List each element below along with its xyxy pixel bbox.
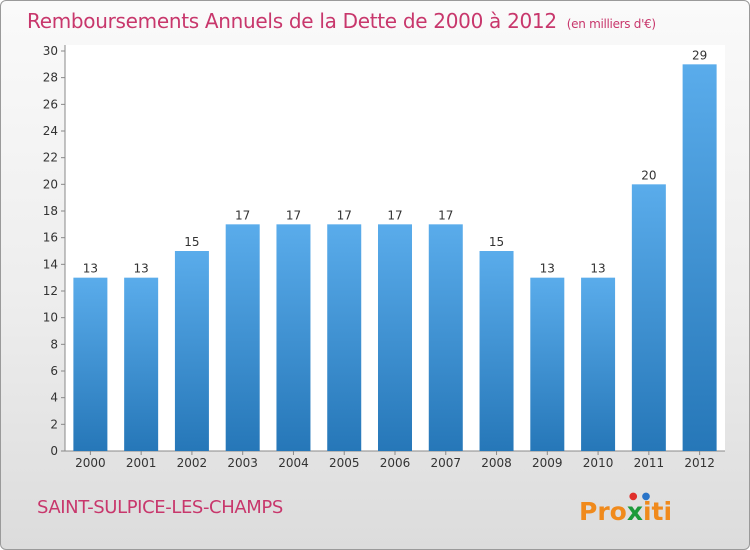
x-tick-label: 2011 xyxy=(634,456,665,470)
bar-value-label: 17 xyxy=(387,208,402,222)
bar-value-label: 13 xyxy=(540,262,555,276)
bar xyxy=(124,277,159,451)
y-tick-label: 28 xyxy=(43,71,58,85)
bar-value-label: 13 xyxy=(134,262,149,276)
y-tick-label: 6 xyxy=(50,364,58,378)
y-tick-label: 30 xyxy=(43,44,58,58)
x-tick-label: 2006 xyxy=(380,456,411,470)
x-tick-label: 2007 xyxy=(430,456,461,470)
y-tick-label: 0 xyxy=(50,444,58,458)
bar xyxy=(276,224,311,451)
bar xyxy=(73,277,108,451)
y-tick-label: 20 xyxy=(43,177,58,191)
y-tick-label: 14 xyxy=(43,257,58,271)
x-tick-label: 2004 xyxy=(278,456,309,470)
title-text: Remboursements Annuels de la Dette de 20… xyxy=(27,9,557,33)
x-tick-label: 2002 xyxy=(177,456,208,470)
y-tick-label: 24 xyxy=(43,124,58,138)
bar-value-label: 15 xyxy=(489,235,504,249)
chart-subtitle: (en milliers d'€) xyxy=(566,17,656,31)
commune-name: SAINT-SULPICE-LES-CHAMPS xyxy=(37,497,283,518)
x-tick-label: 2005 xyxy=(329,456,360,470)
bar-value-label: 17 xyxy=(286,208,301,222)
logo-text-end: iti xyxy=(642,497,673,526)
y-tick-label: 22 xyxy=(43,151,58,165)
y-tick-label: 4 xyxy=(50,391,58,405)
x-tick-label: 2003 xyxy=(227,456,258,470)
bar-value-label: 13 xyxy=(83,262,98,276)
y-tick-label: 18 xyxy=(43,204,58,218)
bar xyxy=(225,224,260,451)
x-tick-label: 2008 xyxy=(481,456,512,470)
bar-value-label: 13 xyxy=(590,262,605,276)
bar xyxy=(428,224,463,451)
bar xyxy=(327,224,362,451)
proxiti-logo: Pro x ●● iti xyxy=(579,490,694,526)
y-tick-label: 16 xyxy=(43,231,58,245)
chart-title: Remboursements Annuels de la Dette de 20… xyxy=(27,9,656,33)
x-tick-label: 2001 xyxy=(126,456,157,470)
bar-value-label: 15 xyxy=(184,235,199,249)
y-tick-label: 10 xyxy=(43,311,58,325)
x-tick-label: 2000 xyxy=(75,456,106,470)
y-tick-label: 2 xyxy=(50,417,58,431)
bar-value-label: 20 xyxy=(641,168,656,182)
bar xyxy=(682,64,717,452)
y-tick-label: 12 xyxy=(43,284,58,298)
logo-x-letter: x ●● xyxy=(626,491,655,526)
x-tick-label: 2009 xyxy=(532,456,563,470)
bar xyxy=(378,224,412,451)
bar xyxy=(174,251,209,451)
bar xyxy=(479,251,514,451)
logo-text-start: Pro xyxy=(579,497,627,526)
y-tick-label: 8 xyxy=(50,337,58,351)
bar-value-label: 29 xyxy=(692,48,707,62)
bar-value-label: 17 xyxy=(337,208,352,222)
bar-value-label: 17 xyxy=(438,208,453,222)
x-tick-label: 2010 xyxy=(583,456,614,470)
bar xyxy=(581,277,616,451)
logo-dots: ●● xyxy=(628,491,655,502)
x-tick-label: 2012 xyxy=(684,456,715,470)
bar-value-label: 17 xyxy=(235,208,250,222)
bar xyxy=(631,184,666,452)
y-tick-label: 26 xyxy=(43,97,58,111)
bar xyxy=(530,277,565,451)
